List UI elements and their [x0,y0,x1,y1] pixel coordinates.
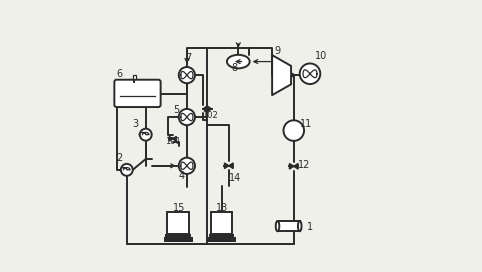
Ellipse shape [276,221,279,231]
Ellipse shape [227,55,250,68]
Polygon shape [289,163,294,169]
Circle shape [179,158,195,174]
Circle shape [179,67,195,83]
Text: 4: 4 [179,171,185,181]
Bar [167,212,189,234]
Text: 10: 10 [315,51,327,61]
Text: 12: 12 [298,160,310,169]
Polygon shape [225,163,229,169]
Text: 13: 13 [216,203,228,213]
Polygon shape [294,163,298,169]
Text: 3: 3 [132,119,138,129]
Text: 9: 9 [275,46,281,56]
Circle shape [300,63,321,84]
Bar [211,212,232,234]
Text: 101: 101 [165,137,180,146]
Polygon shape [169,137,173,141]
Bar [209,234,234,237]
Text: 11: 11 [300,119,312,129]
Polygon shape [207,106,212,112]
Circle shape [283,120,304,141]
Polygon shape [272,55,291,95]
Text: 5: 5 [173,106,179,115]
Text: 2: 2 [116,153,122,162]
Circle shape [179,109,195,125]
Bar [133,75,136,79]
Text: 6: 6 [117,69,122,79]
Bar [278,221,300,231]
Bar [165,234,191,237]
Text: 14: 14 [229,172,241,183]
Ellipse shape [298,221,302,231]
Circle shape [121,164,133,176]
Polygon shape [229,163,233,169]
Polygon shape [173,137,176,141]
Text: 102: 102 [202,111,217,120]
Bar [207,237,236,242]
Text: 15: 15 [173,203,185,213]
Circle shape [140,129,152,141]
Bar [164,237,192,242]
Text: 7: 7 [186,54,192,63]
Text: 1: 1 [307,222,313,232]
FancyBboxPatch shape [114,80,161,107]
Text: 8: 8 [231,63,237,73]
Polygon shape [203,106,207,112]
